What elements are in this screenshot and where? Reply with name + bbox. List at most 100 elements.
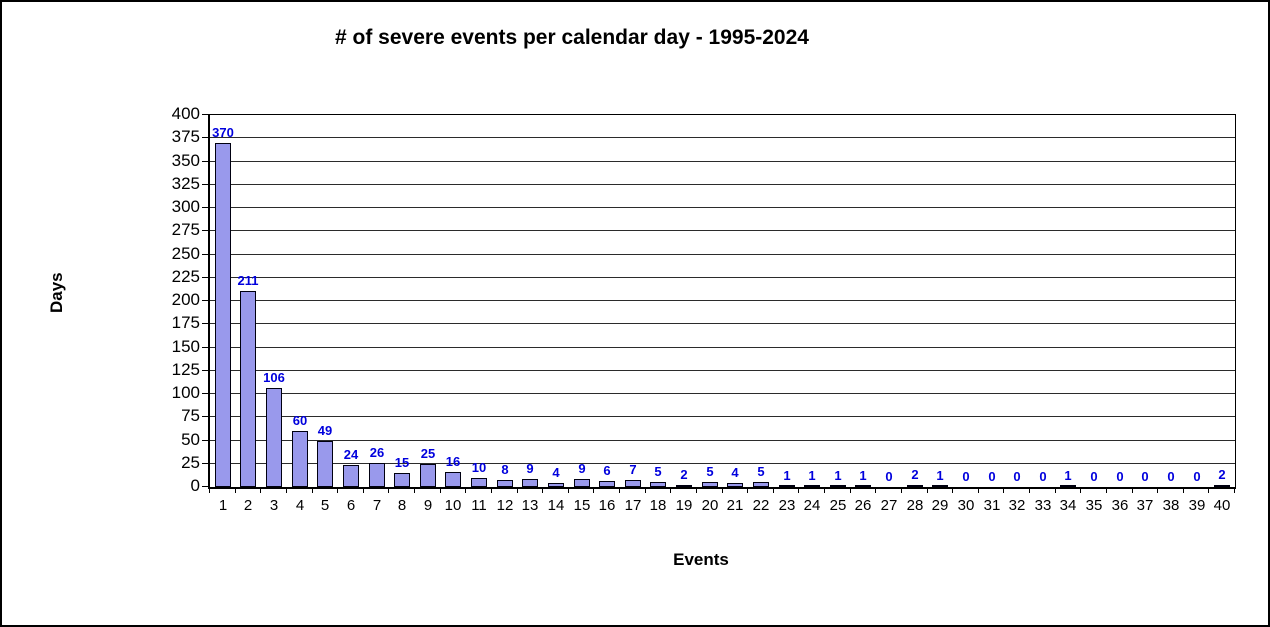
x-tick-label: 28 <box>906 497 924 514</box>
y-tick-mark <box>202 114 208 115</box>
plot-area: 370 211 106 60 49 24 26 15 25 16 10 8 9 4 9 6 7 5 2 5 4 5 1 1 1 1… <box>208 114 1236 489</box>
y-tick-label: 275 <box>171 220 200 240</box>
x-tick-mark <box>1080 488 1081 493</box>
x-tick-label: 24 <box>803 497 821 514</box>
y-tick-label: 100 <box>171 383 200 402</box>
y-tick-label: 225 <box>171 266 200 286</box>
x-tick-label: 6 <box>346 497 356 514</box>
bar <box>497 480 513 487</box>
x-tick-mark <box>388 488 389 493</box>
bar-value-label: 24 <box>343 447 359 462</box>
bar-value-label: 0 <box>1141 469 1149 484</box>
y-tick-label: 50 <box>181 429 200 449</box>
bar <box>471 478 487 487</box>
gridline <box>210 253 1235 255</box>
bar-value-label: 9 <box>526 461 534 476</box>
bar <box>625 480 641 487</box>
y-tick-mark <box>202 369 208 371</box>
bar <box>574 479 590 487</box>
bar <box>702 482 718 487</box>
bar-value-label: 60 <box>292 413 308 428</box>
bar-value-label: 0 <box>885 469 893 484</box>
bar-value-label: 1 <box>834 468 842 483</box>
y-tick-label: 250 <box>171 243 200 263</box>
x-tick-label: 25 <box>829 497 847 514</box>
x-tick-mark <box>209 488 210 493</box>
bar <box>1214 485 1230 487</box>
gridline <box>210 183 1235 185</box>
x-tick-label: 31 <box>983 497 1001 514</box>
x-tick-label: 3 <box>269 497 279 514</box>
gridline <box>210 300 1235 301</box>
y-tick-label: 0 <box>190 476 200 495</box>
x-tick-label: 1 <box>218 497 228 514</box>
x-tick-mark <box>824 488 825 493</box>
x-tick-mark <box>722 488 723 493</box>
x-tick-mark <box>465 488 466 493</box>
x-tick-label: 2 <box>243 497 253 514</box>
bar-value-label: 1 <box>808 468 816 483</box>
x-tick-label: 35 <box>1085 497 1103 514</box>
x-tick-mark <box>670 488 671 493</box>
bar <box>855 485 871 487</box>
x-tick-mark <box>1132 488 1133 493</box>
y-tick-label: 300 <box>171 197 200 216</box>
x-tick-label: 39 <box>1188 497 1206 514</box>
x-tick-mark <box>1157 488 1158 493</box>
bar-value-label: 4 <box>552 465 560 480</box>
x-tick-mark <box>619 488 620 493</box>
x-tick-label: 12 <box>496 497 514 514</box>
x-tick-label: 13 <box>521 497 539 514</box>
bar <box>650 482 666 487</box>
x-tick-label: 40 <box>1213 497 1231 514</box>
bar <box>522 479 538 487</box>
bar-value-label: 1 <box>859 468 867 483</box>
bar <box>932 485 948 487</box>
x-tick-mark <box>491 488 492 493</box>
x-tick-mark <box>414 488 415 493</box>
x-tick-mark <box>1208 488 1209 493</box>
bar-value-label: 1 <box>1064 468 1072 483</box>
gridline <box>210 230 1235 232</box>
x-tick-label: 23 <box>778 497 796 514</box>
bar <box>1060 485 1076 487</box>
bar-value-label: 0 <box>1193 469 1201 484</box>
x-tick-label: 4 <box>295 497 305 514</box>
bar-value-label: 26 <box>369 445 385 460</box>
y-tick-mark <box>202 276 208 278</box>
x-tick-label: 15 <box>573 497 591 514</box>
y-tick-label: 350 <box>171 150 200 170</box>
x-tick-label: 10 <box>444 497 462 514</box>
bar-value-label: 4 <box>731 465 739 480</box>
gridline <box>210 369 1235 371</box>
bar-value-label: 0 <box>1167 469 1175 484</box>
bar <box>779 485 795 487</box>
x-tick-label: 33 <box>1034 497 1052 514</box>
bar-value-label: 16 <box>445 454 461 469</box>
bar-value-label: 0 <box>1090 469 1098 484</box>
x-tick-mark <box>696 488 697 493</box>
x-tick-label: 34 <box>1059 497 1077 514</box>
gridline <box>210 393 1235 394</box>
x-tick-mark <box>927 488 928 493</box>
y-tick-mark <box>202 300 208 301</box>
x-tick-mark <box>875 488 876 493</box>
y-tick-label: 75 <box>181 406 200 426</box>
bar-value-label: 7 <box>629 462 637 477</box>
gridline <box>210 137 1235 139</box>
x-tick-mark <box>901 488 902 493</box>
x-tick-label: 22 <box>752 497 770 514</box>
bar <box>548 483 564 487</box>
y-tick-label: 375 <box>171 127 200 147</box>
y-tick-mark <box>202 253 208 255</box>
x-tick-label: 14 <box>547 497 565 514</box>
bar-value-label: 0 <box>988 469 996 484</box>
y-tick-mark <box>202 160 208 162</box>
x-tick-label: 30 <box>957 497 975 514</box>
x-tick-mark <box>542 488 543 493</box>
bar-value-label: 5 <box>706 464 714 479</box>
x-tick-label: 27 <box>880 497 898 514</box>
y-tick-label: 400 <box>171 104 200 123</box>
bar <box>266 388 282 487</box>
